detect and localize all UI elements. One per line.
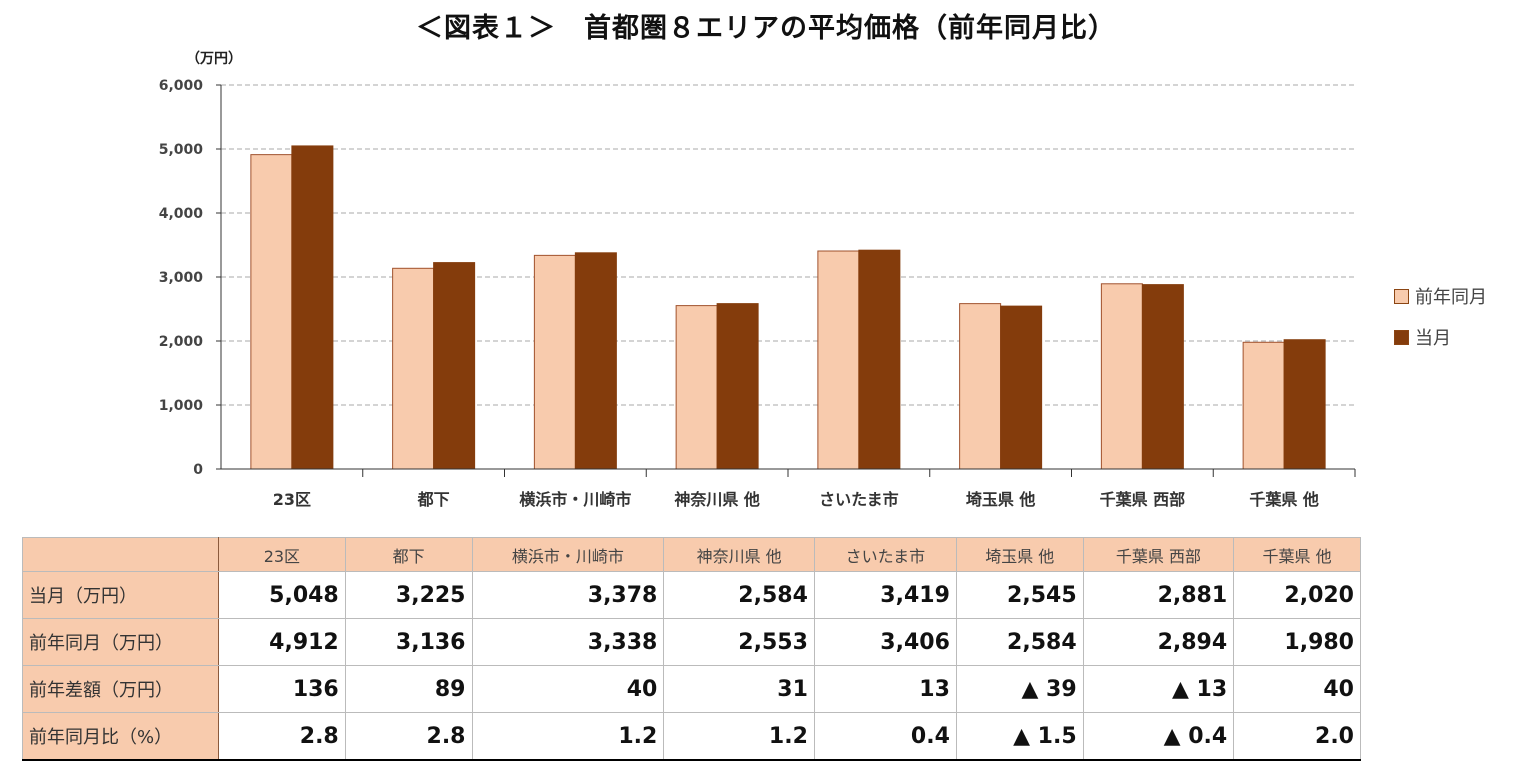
table-cell: 1,980 [1233, 618, 1361, 666]
table-header-cell: 23区 [218, 537, 346, 572]
bar-prev [959, 303, 1002, 470]
legend-label-current: 当月 [1415, 328, 1451, 349]
x-tick-label: 都下 [417, 490, 450, 509]
y-axis-unit: （万円） [186, 51, 242, 67]
table-cell: 2.8 [218, 712, 346, 761]
table-cell: 2.0 [1233, 712, 1361, 761]
x-tick-label: 千葉県 他 [1249, 490, 1319, 509]
table-cell: 2,894 [1082, 618, 1235, 666]
table-header-row: 23区 都下 横浜市・川崎市 神奈川県 他さいたま市 埼玉県 他千葉県 西部 千葉県 他 [22, 537, 1361, 572]
row-label: 前年同月（万円） [22, 618, 219, 666]
table-cell: ▲ 1.5 [955, 712, 1084, 761]
bar-prev [1100, 283, 1143, 470]
data-table: 23区 都下 横浜市・川崎市 神奈川県 他さいたま市 埼玉県 他千葉県 西部 千葉県 他当… [22, 537, 1361, 761]
table-row: 当月（万円） 5,048 3,225 3,378 2,584 3,419 2,545 2,88… [22, 571, 1361, 619]
table-header-cell: 横浜市・川崎市 [471, 537, 665, 572]
table-cell: 2,584 [663, 571, 815, 619]
table-cell: 2.8 [344, 712, 473, 761]
table-cell: 136 [218, 665, 346, 713]
row-label: 当月（万円） [22, 571, 219, 619]
table-cell: 1.2 [471, 712, 665, 761]
table-cell: 3,419 [813, 571, 957, 619]
row-label: 前年同月比（%） [22, 712, 219, 761]
legend-item-current: 当月 [1394, 324, 1451, 350]
table-row: 前年同月比（%） 2.8 2.8 1.2 1.2 0.4 ▲ 1.5 ▲ 0.4 2.0 [22, 712, 1361, 761]
table-cell: 3,136 [344, 618, 473, 666]
table-cell: 89 [344, 665, 473, 713]
table-cell: 2,553 [663, 618, 815, 666]
table-header-cell: 神奈川県 他 [663, 537, 815, 572]
x-tick-label: 23区 [273, 490, 311, 509]
table-cell: 1.2 [663, 712, 815, 761]
y-tick-label: 4,000 [159, 206, 204, 222]
table-cell: 2,584 [955, 618, 1084, 666]
bar-current [574, 252, 617, 470]
table-cell: 2,881 [1082, 571, 1235, 619]
legend-item-prev: 前年同月 [1394, 283, 1487, 309]
table-header-cell [22, 537, 219, 572]
legend-swatch-current [1394, 329, 1409, 345]
table-header-cell: 千葉県 他 [1233, 537, 1361, 572]
table-cell: 13 [813, 665, 957, 713]
table-cell: 3,338 [471, 618, 665, 666]
x-tick-label: さいたま市 [819, 490, 899, 509]
bar-prev [675, 305, 718, 470]
bar-prev [392, 267, 435, 470]
y-tick-label: 2,000 [159, 334, 204, 350]
table-header-cell: 都下 [344, 537, 473, 572]
table-cell: 0.4 [813, 712, 957, 761]
y-tick-label: 0 [193, 462, 203, 478]
table-header-cell: さいたま市 [813, 537, 957, 572]
table-cell: 2,020 [1233, 571, 1361, 619]
legend-swatch-prev [1394, 288, 1409, 304]
table-cell: 5,048 [218, 571, 346, 619]
bar-current [1283, 339, 1326, 470]
y-tick-label: 3,000 [159, 270, 204, 286]
bar-chart: 0 1,000 2,000 3,000 4,000 5,000 6,000 23区 都下 横浜市・… [159, 78, 1356, 509]
table-cell: ▲ 13 [1082, 665, 1235, 713]
table-cell: 3,406 [813, 618, 957, 666]
x-tick-label: 埼玉県 他 [966, 490, 1036, 509]
bar-prev [533, 254, 576, 470]
table-cell: 2,545 [955, 571, 1084, 619]
bar-prev [250, 154, 293, 470]
bar-prev [1242, 341, 1285, 470]
bar-current [291, 145, 334, 470]
table-header-cell: 千葉県 西部 [1082, 537, 1235, 572]
y-tick-label: 6,000 [159, 78, 204, 94]
bar-current [1141, 284, 1184, 470]
table-cell: 3,378 [471, 571, 665, 619]
table-cell: 40 [1233, 665, 1361, 713]
table-cell: 31 [663, 665, 815, 713]
legend-label-prev: 前年同月 [1415, 287, 1487, 308]
chart-title: ＜図表１＞ 首都圏８エリアの平均価格（前年同月比） [416, 13, 1116, 44]
x-tick-label: 千葉県 西部 [1100, 490, 1186, 509]
table-header-cell: 埼玉県 他 [955, 537, 1084, 572]
bar-current [1000, 305, 1043, 470]
row-label: 前年差額（万円） [22, 665, 219, 713]
table-cell: 3,225 [344, 571, 473, 619]
table-cell: 40 [471, 665, 665, 713]
bar-current [716, 303, 759, 470]
table-cell: ▲ 0.4 [1082, 712, 1235, 761]
table-row: 前年差額（万円） 136 89 40 31 13 ▲ 39 ▲ 13 40 [22, 665, 1361, 713]
y-tick-label: 1,000 [159, 398, 204, 414]
table-row: 前年同月（万円） 4,912 3,136 3,338 2,553 3,406 2,584 2,… [22, 618, 1361, 666]
bar-current [433, 262, 476, 470]
x-tick-label: 横浜市・川崎市 [519, 490, 631, 509]
table-cell: 4,912 [218, 618, 346, 666]
x-tick-label: 神奈川県 他 [674, 490, 760, 509]
bar-prev [817, 250, 860, 470]
bar-current [858, 249, 901, 470]
y-tick-label: 5,000 [159, 142, 204, 158]
table-cell: ▲ 39 [955, 665, 1084, 713]
